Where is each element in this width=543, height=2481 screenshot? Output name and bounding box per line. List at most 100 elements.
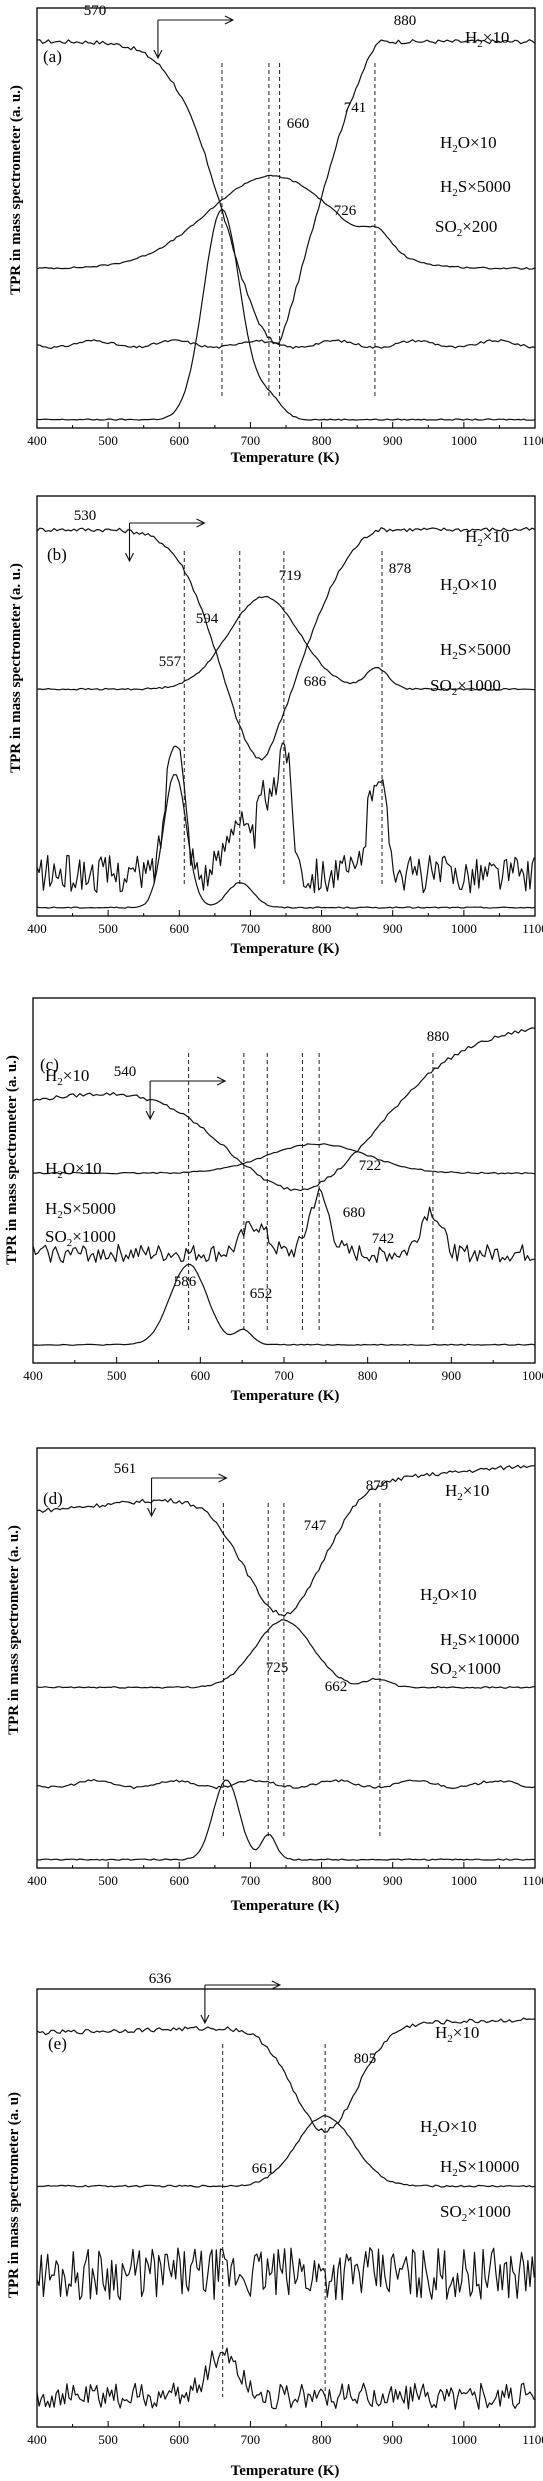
series-line-h210 xyxy=(36,39,536,345)
series-label: H2×10 xyxy=(45,1066,89,1088)
series-line-h2s10000 xyxy=(36,2247,535,2301)
panel-label: (e) xyxy=(48,2034,67,2053)
x-tick-label: 800 xyxy=(312,921,332,936)
x-tick-label: 1000 xyxy=(451,1873,477,1888)
x-tick-label: 600 xyxy=(170,1873,190,1888)
y-axis-title: TPR in mass spectrometer (a. u.) xyxy=(8,563,24,773)
x-tick-label: 600 xyxy=(170,2432,190,2447)
x-tick-label: 500 xyxy=(98,921,118,936)
peak-temperature-label: 880 xyxy=(427,1029,450,1045)
peak-temperature-label: 722 xyxy=(359,1158,382,1174)
x-tick-label: 700 xyxy=(241,2432,261,2447)
series-label: H2S×5000 xyxy=(440,640,511,662)
series-label: H2S×5000 xyxy=(45,1199,116,1221)
x-tick-label: 400 xyxy=(27,1873,47,1888)
series-line-h2o10 xyxy=(36,595,536,691)
plot-frame xyxy=(36,1447,536,1869)
x-tick-label: 500 xyxy=(98,1873,118,1888)
series-label: H2O×10 xyxy=(45,1159,102,1181)
series-line-h2o10 xyxy=(36,2114,536,2188)
peak-temperature-label: 570 xyxy=(84,3,107,19)
peak-temperature-label: 747 xyxy=(304,1518,327,1534)
series-label: H2O×10 xyxy=(440,133,497,155)
x-tick-label: 1100 xyxy=(522,433,543,448)
series-label: H2×10 xyxy=(445,1481,489,1503)
peak-temperature-label: 725 xyxy=(266,1660,289,1676)
series-label: SO2×1000 xyxy=(430,1659,501,1681)
series-line-h210 xyxy=(32,1027,536,1192)
series-label: H2S×5000 xyxy=(440,177,511,199)
series-line-h2s10000 xyxy=(36,1778,536,1790)
chart-panel-b: TPR in mass spectrometer (a. u.) Tempera… xyxy=(0,488,543,974)
peak-temperature-label: 586 xyxy=(174,1274,197,1290)
y-axis-title: TPR in mass spectrometer (a. u.) xyxy=(8,85,24,295)
x-axis-title: Temperature (K) xyxy=(231,2463,340,2479)
chart-e-svg: TPR in mass spectrometer (a. u) Temperat… xyxy=(6,1971,543,2479)
x-tick-label: 1100 xyxy=(522,921,543,936)
series-line-h2o10 xyxy=(32,1143,536,1175)
x-tick-label: 700 xyxy=(241,433,261,448)
x-tick-label: 900 xyxy=(383,921,403,936)
peak-temperature-label: 879 xyxy=(366,1478,389,1494)
x-tick-label: 1100 xyxy=(522,2432,543,2447)
peak-temperature-label: 652 xyxy=(250,1286,273,1302)
x-tick-label: 400 xyxy=(27,2432,47,2447)
x-tick-label: 400 xyxy=(23,1368,43,1383)
chart-c-svg: TPR in mass spectrometer (a. u.) Tempera… xyxy=(4,997,543,1404)
x-axis-title: Temperature (K) xyxy=(231,1898,340,1914)
peak-temperature-label: 805 xyxy=(354,2051,377,2067)
peak-temperature-label: 636 xyxy=(149,1971,172,1987)
chart-a-svg: TPR in mass spectrometer (a. u.) Tempera… xyxy=(8,3,543,466)
series-line-so21000 xyxy=(36,2347,535,2410)
x-tick-label: 800 xyxy=(312,2432,332,2447)
x-tick-label: 500 xyxy=(98,2432,118,2447)
peak-temperature-label: 557 xyxy=(159,654,182,670)
x-tick-label: 600 xyxy=(170,921,190,936)
chart-panel-e: TPR in mass spectrometer (a. u) Temperat… xyxy=(0,1971,543,2481)
plot-frame xyxy=(36,7,536,429)
peak-temperature-label: 540 xyxy=(114,1064,137,1080)
peak-temperature-label: 561 xyxy=(114,1461,137,1477)
peak-temperature-label: 662 xyxy=(325,1679,348,1695)
series-line-h2s5000 xyxy=(36,742,535,894)
series-label: SO2×200 xyxy=(435,217,497,239)
peak-temperature-label: 594 xyxy=(196,611,219,627)
peak-temperature-label: 530 xyxy=(74,508,97,524)
chart-panel-c: TPR in mass spectrometer (a. u.) Tempera… xyxy=(0,990,543,1426)
series-line-h210 xyxy=(36,527,536,761)
x-tick-label: 800 xyxy=(312,1873,332,1888)
series-line-so21000 xyxy=(36,1779,536,1861)
x-tick-label: 1000 xyxy=(522,1368,543,1383)
series-label: H2O×10 xyxy=(440,575,497,597)
x-tick-label: 800 xyxy=(312,433,332,448)
x-tick-label: 1000 xyxy=(451,2432,477,2447)
panel-label: (a) xyxy=(43,47,62,66)
chart-d-svg: TPR in mass spectrometer (a. u.) Tempera… xyxy=(6,1447,543,1914)
series-label: H2×10 xyxy=(465,28,509,50)
peak-temperature-label: 742 xyxy=(372,1231,395,1247)
x-tick-label: 400 xyxy=(27,921,47,936)
x-tick-label: 400 xyxy=(27,433,47,448)
peak-temperature-label: 719 xyxy=(279,568,302,584)
x-axis-title: Temperature (K) xyxy=(231,450,340,466)
onset-arrow xyxy=(145,1076,227,1121)
series-label: SO2×1000 xyxy=(430,676,501,698)
onset-arrow xyxy=(147,1473,228,1518)
x-tick-label: 700 xyxy=(241,1873,261,1888)
series-label: H2×10 xyxy=(465,527,509,549)
x-tick-label: 900 xyxy=(383,433,403,448)
peak-temperature-label: 878 xyxy=(389,561,412,577)
series-line-so2200 xyxy=(36,208,536,421)
onset-arrow xyxy=(200,1980,282,2025)
series-line-so21000 xyxy=(36,774,536,909)
peak-temperature-label: 741 xyxy=(344,100,367,116)
chart-panel-a: TPR in mass spectrometer (a. u.) Tempera… xyxy=(0,0,543,486)
y-axis-title: TPR in mass spectrometer (a. u) xyxy=(6,2092,22,2298)
x-tick-label: 900 xyxy=(383,1873,403,1888)
series-label: SO2×1000 xyxy=(440,2202,511,2224)
y-axis-title: TPR in mass spectrometer (a. u.) xyxy=(4,1055,20,1265)
x-tick-label: 600 xyxy=(170,433,190,448)
x-tick-label: 1000 xyxy=(451,921,477,936)
panel-label: (d) xyxy=(43,1489,63,1508)
onset-arrow xyxy=(153,15,235,60)
